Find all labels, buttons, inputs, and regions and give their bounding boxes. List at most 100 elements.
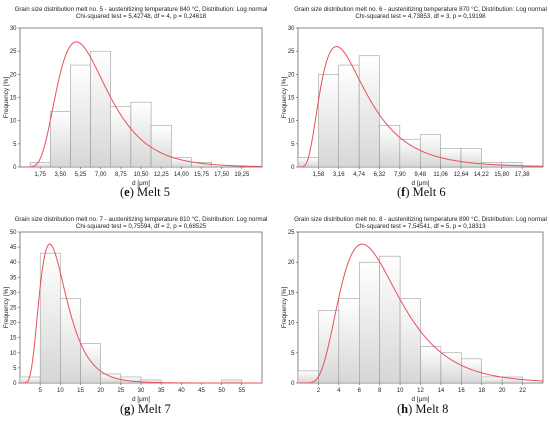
x-axis-label: d [μm]	[132, 396, 150, 403]
y-tick-label: 25	[10, 49, 17, 55]
x-tick-label: 14,00	[174, 172, 190, 178]
histogram-bar	[399, 138, 421, 168]
y-tick-label: 0	[13, 381, 17, 387]
histogram-bar	[70, 64, 91, 168]
chart-subtitle: Chi-squared test = 4,73853, df = 3, p = …	[355, 13, 486, 20]
chart-panel-h: Grain size distribution melt no. 8 - aus…	[281, 216, 547, 416]
caption-paren-close: )	[130, 185, 137, 199]
histogram-bar	[338, 64, 360, 168]
histogram-bar	[420, 346, 442, 384]
x-tick-label: 1,58	[313, 172, 325, 178]
y-tick-label: 15	[288, 96, 295, 102]
x-tick-label: 15,75	[194, 172, 210, 178]
caption-paren-close: )	[405, 185, 412, 199]
x-tick-label: 25	[117, 388, 124, 394]
caption-paren-open: (	[397, 402, 401, 416]
x-tick-label: 6	[358, 388, 362, 394]
caption-paren-open: (	[120, 185, 124, 199]
x-tick-label: 10	[57, 388, 64, 394]
x-tick-label: 15,80	[494, 172, 510, 178]
histogram-bar	[461, 358, 483, 384]
histogram-bar	[130, 101, 152, 168]
y-tick-label: 10	[288, 321, 295, 327]
x-tick-label: 9,48	[414, 172, 426, 178]
histogram-bar	[399, 298, 421, 384]
panel-caption: (f) Melt 6	[397, 185, 446, 199]
x-tick-label: 5	[38, 388, 42, 394]
chart-panel-e: Grain size distribution melt no. 5 - aus…	[3, 6, 267, 199]
y-tick-label: 5	[291, 351, 295, 357]
x-tick-label: 5,25	[75, 172, 87, 178]
x-tick-label: 45	[198, 388, 205, 394]
x-tick-label: 8,75	[115, 172, 127, 178]
x-tick-label: 15	[77, 388, 84, 394]
histogram-bar	[359, 261, 380, 384]
x-axis-label: d [μm]	[132, 180, 150, 187]
y-tick-label: 25	[10, 306, 17, 312]
caption-paren-close: )	[408, 402, 415, 416]
fit-curve-lognormal	[21, 243, 262, 384]
y-tick-label: 5	[291, 142, 295, 148]
chart-subtitle: Chi-squared test = 0,75594, df = 2, p = …	[76, 223, 207, 230]
y-tick-label: 5	[13, 142, 17, 148]
x-tick-label: 7,90	[394, 172, 406, 178]
x-tick-label: 20	[499, 388, 506, 394]
caption-text: Melt 5	[137, 185, 170, 199]
caption-text: Melt 8	[415, 402, 448, 416]
y-tick-label: 15	[10, 336, 17, 342]
x-tick-label: 22	[519, 388, 526, 394]
x-tick-label: 8	[378, 388, 382, 394]
y-tick-label: 45	[10, 245, 17, 251]
y-tick-label: 35	[10, 275, 17, 281]
histogram-bar	[318, 74, 339, 168]
chart-title: Grain size distribution melt no. 5 - aus…	[15, 6, 268, 13]
x-tick-label: 12	[417, 388, 424, 394]
caption-paren-close: )	[130, 402, 137, 416]
histogram-bar	[460, 148, 482, 168]
caption-text: Melt 7	[138, 402, 171, 416]
x-tick-label: 3,50	[54, 172, 66, 178]
chart-subtitle: Chi-squared test = 5,42748, df = 4, p = …	[76, 13, 207, 20]
histogram-bar	[150, 125, 172, 168]
x-tick-label: 17,50	[214, 172, 230, 178]
x-tick-label: 12,25	[154, 172, 170, 178]
y-axis-label: Frequency [%]	[281, 287, 288, 328]
histogram-bar	[338, 298, 360, 384]
x-tick-label: 10	[397, 388, 404, 394]
x-tick-label: 1,75	[34, 172, 46, 178]
chart-panel-f: Grain size distribution melt no. 6 - aus…	[281, 6, 547, 199]
x-tick-label: 14	[438, 388, 445, 394]
y-tick-label: 25	[288, 230, 295, 236]
y-tick-label: 5	[13, 366, 17, 372]
y-tick-label: 30	[10, 290, 17, 296]
y-tick-label: 15	[288, 290, 295, 296]
chart-panel-g: Grain size distribution melt no. 7 - aus…	[3, 216, 267, 416]
y-tick-label: 30	[288, 26, 295, 32]
histogram-bar	[90, 50, 112, 168]
panel-caption: (e) Melt 5	[120, 185, 170, 199]
y-tick-label: 15	[10, 96, 17, 102]
caption-letter: g	[124, 402, 131, 416]
panel-caption: (g) Melt 7	[120, 402, 171, 416]
chart-title: Grain size distribution melt no. 6 - aus…	[294, 6, 547, 13]
fit-curve-lognormal	[299, 243, 544, 384]
caption-letter: h	[401, 402, 408, 416]
y-tick-label: 40	[10, 260, 17, 266]
y-tick-label: 30	[10, 26, 17, 32]
x-tick-label: 12,64	[453, 172, 469, 178]
x-tick-label: 20	[97, 388, 104, 394]
x-tick-label: 4,74	[353, 172, 365, 178]
x-tick-label: 40	[178, 388, 185, 394]
y-tick-label: 0	[291, 165, 295, 171]
histogram-bar	[50, 111, 71, 168]
y-tick-label: 20	[10, 321, 17, 327]
x-tick-label: 55	[238, 388, 245, 394]
y-tick-label: 10	[10, 351, 17, 357]
y-tick-label: 10	[10, 119, 17, 125]
x-tick-label: 6,32	[374, 172, 386, 178]
y-tick-label: 25	[288, 49, 295, 55]
y-tick-label: 20	[288, 72, 295, 78]
y-axis-label: Frequency [%]	[3, 287, 10, 328]
x-tick-label: 3,16	[333, 172, 345, 178]
